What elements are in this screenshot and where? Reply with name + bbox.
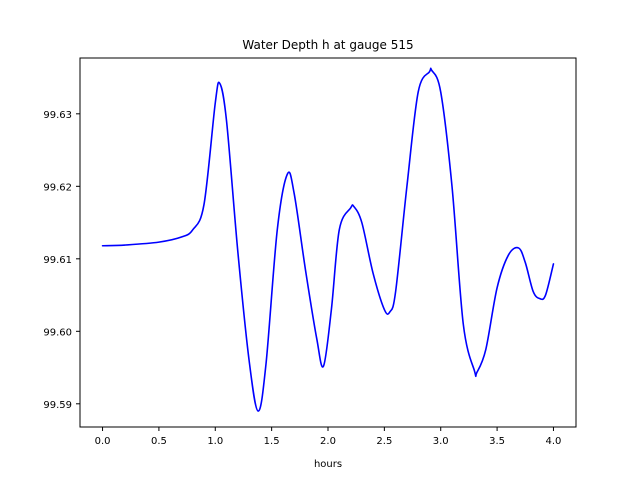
plot-frame	[79, 57, 577, 428]
x-tick-label: 3.5	[489, 436, 505, 447]
y-tick-label: 99.60	[43, 327, 72, 338]
x-tick-label: 2.0	[320, 436, 336, 447]
chart-title: Water Depth h at gauge 515	[242, 38, 413, 52]
series-line-0	[101, 67, 555, 412]
x-tick-label: 1.5	[264, 436, 280, 447]
y-tick-label: 99.63	[43, 110, 72, 121]
plot-area: 0.0 0.5 1.0 1.5 2.0 2.5 3.0 3.5 4.0 99.5999.6099…	[43, 57, 577, 447]
y-tick-label: 99.62	[43, 182, 72, 193]
y-axis-ticks: 99.59 99.60 99.61 99.62 99.63	[43, 110, 80, 411]
series-layer	[101, 67, 555, 412]
x-axis-label: hours	[314, 459, 342, 470]
x-tick-label: 0.5	[151, 436, 167, 447]
x-tick-label: 4.0	[546, 436, 562, 447]
x-axis-ticks: 0.0 0.5 1.0 1.5 2.0 2.5 3.0 3.5 4.0	[95, 427, 562, 447]
x-tick-label: 2.5	[376, 436, 392, 447]
x-tick-label: 1.0	[207, 436, 223, 447]
x-tick-label: 3.0	[433, 436, 449, 447]
y-tick-label: 99.59	[43, 400, 72, 411]
x-tick-label: 0.0	[95, 436, 111, 447]
y-tick-label: 99.61	[43, 255, 72, 266]
